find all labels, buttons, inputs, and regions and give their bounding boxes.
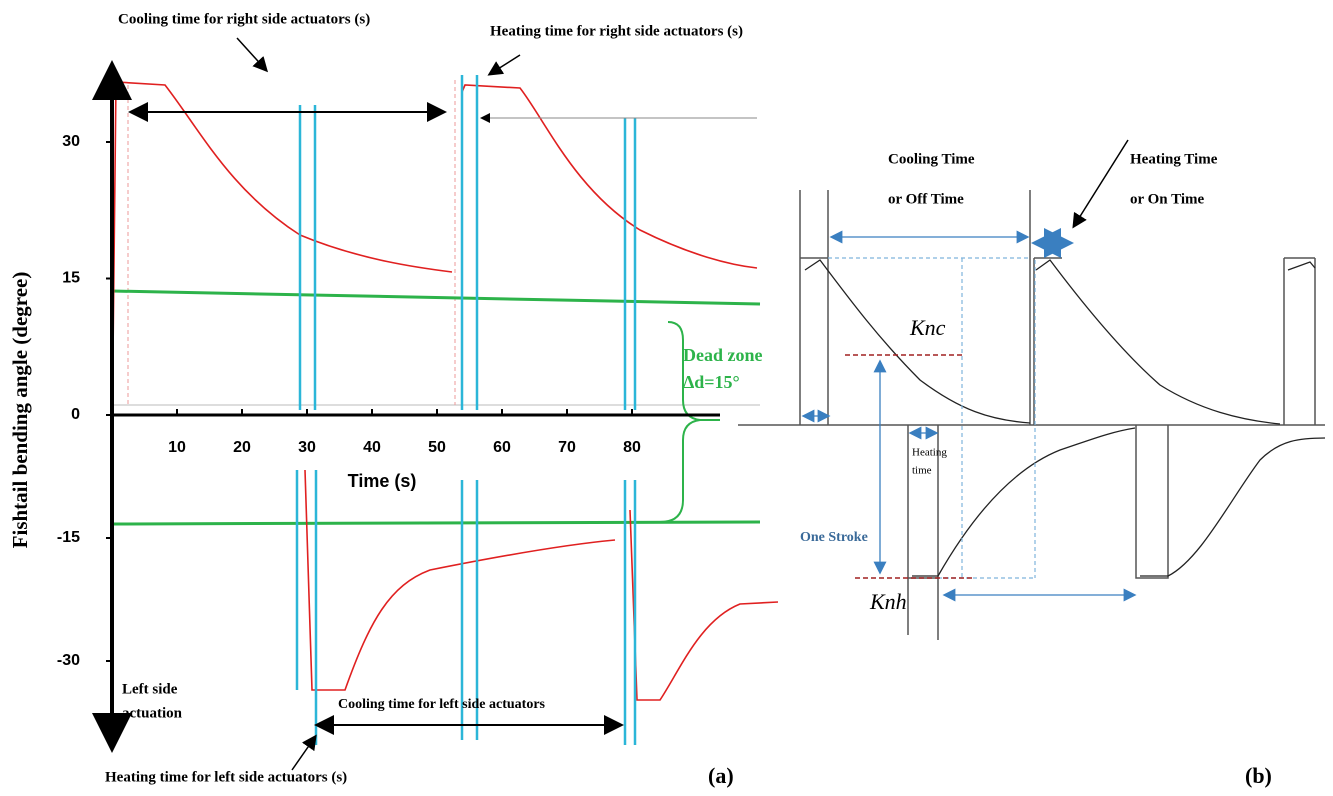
pointer [1072,139,1129,229]
annotation: Heating time for right side actuators (s… [490,23,743,39]
annotation: time [912,465,932,477]
level-lines [845,354,975,579]
pointer [487,54,521,76]
dead-zone-value: Δd=15° [683,372,740,392]
annotation: Heating Time [1130,151,1218,167]
x-axis-label: Time (s) [348,471,417,491]
annotation: Cooling time for right side actuators (s… [118,11,370,27]
y-tick-label: -30 [57,652,80,669]
square-wave [738,190,1325,640]
annotation: One Stroke [800,530,868,545]
dead-zone-label: Dead zone [683,345,763,365]
annotation: Heating time for left side actuators (s) [105,769,347,785]
knc-label: Knc [909,315,946,340]
annotation: Heating [912,447,947,459]
y-tick-label: 30 [62,133,80,150]
x-tick-label: 70 [558,439,576,456]
dead-zone-brace [659,321,720,523]
dead-zone-upper [111,289,761,306]
annotation: or On Time [1130,191,1205,207]
annotation: Left side [122,681,178,697]
annotation: or Off Time [888,191,964,207]
annotation: Cooling Time [888,151,975,167]
blue-arrows [801,228,1137,602]
cyan-markers [295,75,637,745]
panel-label: (b) [1245,763,1272,788]
y-tick-label: -15 [57,529,80,546]
x-tick-label: 30 [298,439,316,456]
faint-frame [112,80,760,406]
x-tick-label: 50 [428,439,446,456]
x-tick-label: 80 [623,439,641,456]
y-tick-label: 0 [71,406,80,423]
pointer [236,37,269,73]
annotation: Cooling time for left side actuators [338,697,546,712]
response-curves [804,259,1326,577]
y-axis-label: Fishtail bending angle (degree) [8,272,32,549]
panel-label: (a) [708,763,734,788]
x-tick-label: 10 [168,439,186,456]
annotation: actuation [122,705,183,721]
x-tick-label: 20 [233,439,251,456]
x-tick-label: 60 [493,439,511,456]
x-tick-label: 40 [363,439,381,456]
dead-zone-lower [111,520,761,526]
red-traces [112,81,779,701]
y-tick-label: 15 [62,270,80,287]
pointer [291,734,317,771]
knh-label: Knh [869,589,907,614]
